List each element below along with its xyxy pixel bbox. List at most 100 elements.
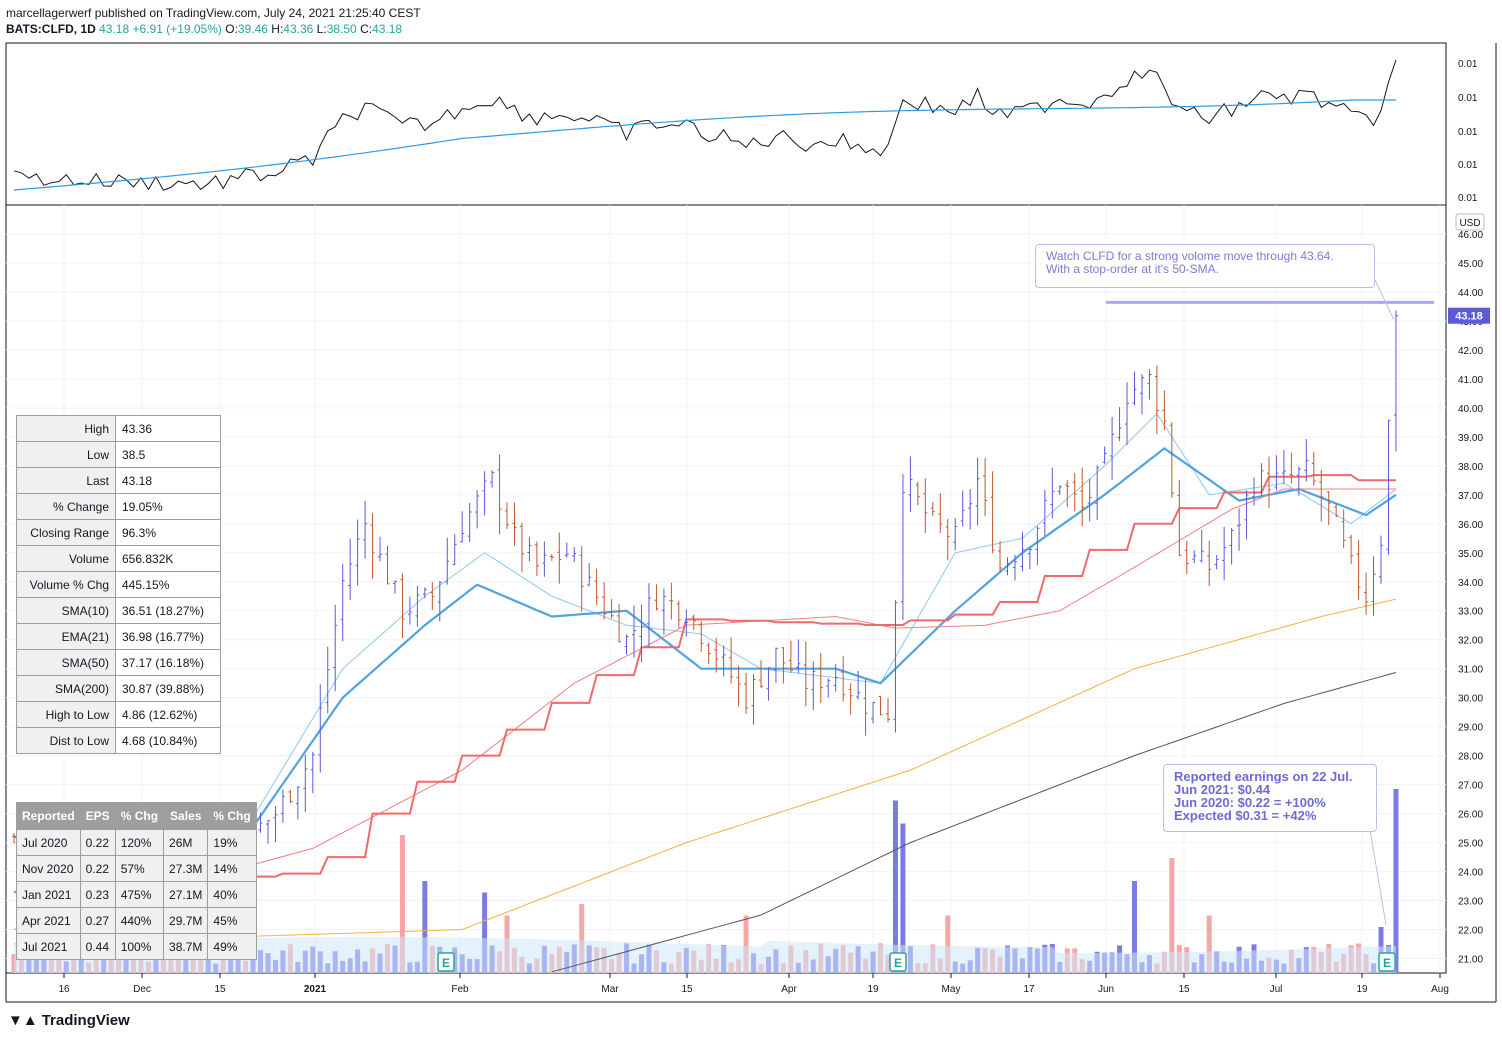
earnings-cell: 29.7M — [163, 907, 209, 934]
price-tick: 46.00 — [1458, 230, 1483, 241]
volume-bars — [11, 789, 1399, 973]
time-tick: 17 — [1023, 984, 1035, 995]
earnings-cell: Jan 2021 — [16, 881, 81, 908]
time-tick: 16 — [58, 984, 70, 995]
stats-key: SMA(10) — [16, 597, 116, 624]
open-label: O: — [225, 22, 238, 36]
price-axis[interactable]: 21.00 22.00 23.00 24.00 25.00 26.00 27.00 28.00… — [1458, 230, 1483, 966]
time-tick: Aug — [1431, 984, 1449, 995]
earnings-table: Reported EPS% Chg Sales% Chg Jul 2020 0.22 12… — [16, 802, 257, 960]
volume-bar — [1393, 789, 1399, 973]
earnings-row: Jul 2020 0.22 120% 26M 19% — [16, 829, 257, 856]
stats-row: Volume % Chg 445.15% — [16, 571, 221, 598]
stats-key: Last — [16, 467, 116, 494]
earnings-header-cell: Sales — [163, 802, 209, 830]
tradingview-logo[interactable]: ▼▲ TradingView — [8, 1012, 130, 1029]
note2-line4: Expected $0.31 = +42% — [1174, 808, 1317, 823]
note2-line1: Reported earnings on 22 Jul. — [1174, 769, 1353, 784]
price-tick: 39.00 — [1458, 433, 1483, 444]
earnings-header-cell: EPS — [79, 802, 116, 830]
volume-bar — [743, 915, 749, 973]
earnings-marker-label: E — [894, 956, 902, 970]
earnings-header-cell: % Chg — [207, 802, 257, 830]
note1-pointer — [1374, 279, 1395, 321]
volume-bar — [482, 892, 488, 973]
earnings-header-row: Reported EPS% Chg Sales% Chg — [16, 802, 257, 830]
symbol-line: BATS:CLFD, 1D 43.18 +6.91 (+19.05%) O:39… — [6, 21, 421, 37]
stats-value: 36.51 (18.27%) — [115, 597, 221, 624]
last-price: 43.18 — [99, 22, 130, 36]
price-tick: 33.00 — [1458, 607, 1483, 618]
note2-line3: Jun 2020: $0.22 = +100% — [1174, 795, 1326, 810]
earnings-marker — [1378, 952, 1396, 972]
earnings-note[interactable]: Reported earnings on 22 Jul. Jun 2021: $… — [1163, 764, 1377, 832]
volume-bar — [1132, 881, 1137, 973]
stats-key: Volume % Chg — [16, 571, 116, 598]
earnings-header-cell: % Chg — [114, 802, 165, 830]
strategy-note[interactable]: Watch CLFD for a strong volome move thro… — [1035, 244, 1375, 288]
open-value: 39.46 — [237, 22, 268, 36]
stats-key: Closing Range — [16, 519, 116, 546]
earnings-cell: 440% — [114, 907, 165, 934]
price-tick: 26.00 — [1458, 810, 1483, 821]
volume-bar — [945, 915, 951, 973]
stats-value: 43.36 — [115, 415, 221, 442]
price-tick: 41.00 — [1458, 375, 1483, 386]
upper-indicator: 0.01 0.01 0.01 0.01 0.01 — [13, 59, 1478, 204]
volume-bar — [900, 823, 906, 973]
stats-table: High 43.36 Low 38.5 Last 43.18% Change 19.05% C… — [16, 415, 221, 754]
earnings-header-cell: Reported — [16, 802, 81, 830]
volume-bar — [399, 835, 405, 973]
time-tick: 2021 — [304, 984, 327, 995]
earnings-cell: 40% — [207, 881, 257, 908]
upper-pane-tick: 0.01 — [1458, 127, 1478, 138]
price-tick: 24.00 — [1458, 868, 1483, 879]
price-tick: 25.00 — [1458, 839, 1483, 850]
currency-box[interactable] — [1455, 213, 1485, 231]
time-tick: 19 — [867, 984, 879, 995]
price-tick: 37.00 — [1458, 491, 1483, 502]
upper-pane-frame — [5, 42, 1447, 206]
time-tick: 15 — [681, 984, 693, 995]
stats-value: 30.87 (39.88%) — [115, 675, 221, 702]
stats-value: 445.15% — [115, 571, 221, 598]
earnings-cell: Jul 2021 — [16, 933, 81, 960]
note1-line2: With a stop-order at it's 50-SMA. — [1046, 262, 1220, 276]
stats-value: 4.86 (12.62%) — [115, 701, 221, 728]
stats-key: SMA(50) — [16, 649, 116, 676]
time-tick: Feb — [451, 984, 469, 995]
upper-indicator-line — [13, 59, 1397, 191]
note1-line1: Watch CLFD for a strong volome move thro… — [1046, 249, 1334, 263]
earnings-row: Jan 2021 0.23 475% 27.1M 40% — [16, 881, 257, 908]
note2-line2: Jun 2021: $0.44 — [1174, 782, 1271, 797]
symbol-name: BATS:CLFD, 1D — [6, 22, 96, 36]
earnings-cell: 38.7M — [163, 933, 209, 960]
volume-bar — [892, 800, 898, 973]
earnings-row: Apr 2021 0.27 440% 29.7M 45% — [16, 907, 257, 934]
price-tick: 34.00 — [1458, 578, 1483, 589]
time-axis[interactable]: 16 Dec 15 2021 Feb Mar 15 Apr 19 May 17 Jun 15 Jul 19 A… — [58, 973, 1449, 995]
price-tick: 40.00 — [1458, 404, 1483, 415]
upper-pane-tick: 0.01 — [1458, 160, 1478, 171]
price-tick: 21.00 — [1458, 955, 1483, 966]
earnings-cell: 100% — [114, 933, 165, 960]
price-tick: 28.00 — [1458, 752, 1483, 763]
stats-key: EMA(21) — [16, 623, 116, 650]
stats-value: 4.68 (10.84%) — [115, 727, 221, 754]
brand-name: TradingView — [41, 1012, 130, 1029]
price-tick: 36.00 — [1458, 520, 1483, 531]
earnings-cell: 26M — [163, 829, 209, 856]
volume-bar — [1169, 858, 1175, 973]
earnings-marker-label: E — [1383, 956, 1391, 970]
last-price-badge-text: 43.18 — [1455, 311, 1483, 323]
upper-pane-tick: 0.01 — [1458, 59, 1478, 70]
close-value: 43.18 — [372, 22, 403, 36]
earnings-cell: 49% — [207, 933, 257, 960]
price-tick: 22.00 — [1458, 926, 1483, 937]
low-value: 38.50 — [326, 22, 357, 36]
earnings-cell: 19% — [207, 829, 257, 856]
stats-row: SMA(200) 30.87 (39.88%) — [16, 675, 221, 702]
upper-pane-tick: 0.01 — [1458, 93, 1478, 104]
stats-row: Dist to Low 4.68 (10.84%) — [16, 727, 221, 754]
